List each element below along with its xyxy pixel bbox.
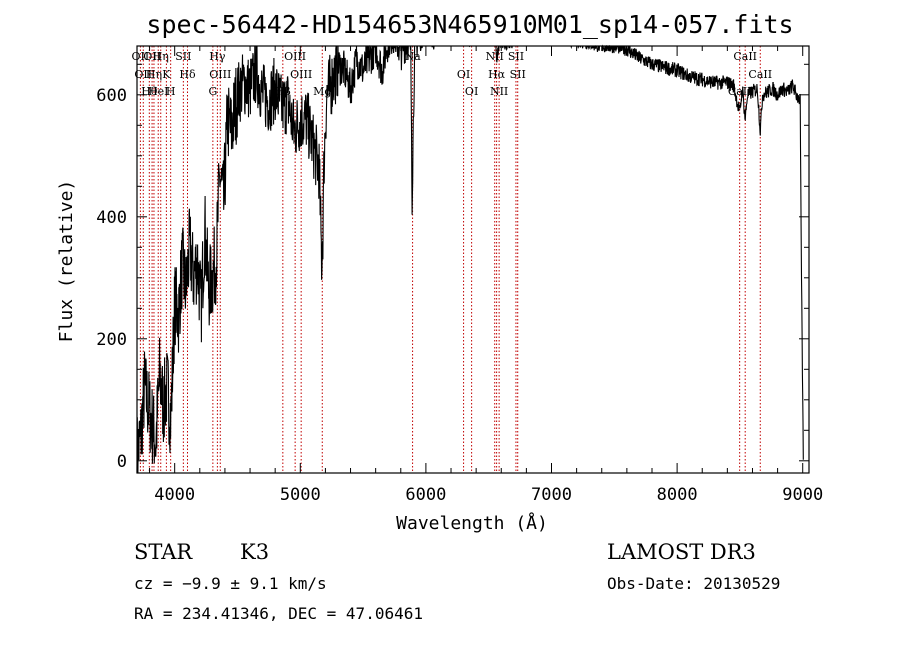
y-tick-label: 400	[96, 208, 127, 228]
spectral-line-label: OII	[134, 68, 152, 81]
spectral-line-label: Hδ	[179, 68, 196, 81]
spectral-line-label: OIII	[209, 68, 231, 81]
spectral-line-label: OI	[457, 68, 470, 81]
spectral-line-label: H	[166, 85, 176, 98]
coordinates: RA = 234.41346, DEC = 47.06461	[134, 604, 423, 623]
plot-frame	[136, 45, 810, 474]
y-axis-ticks: 0 200 400 600	[96, 63, 809, 472]
spectral-line-label: Hη	[153, 50, 169, 63]
x-tick-label: 5000	[280, 485, 321, 505]
spectral-line-label: NII	[490, 85, 508, 98]
x-tick-label: 6000	[405, 485, 446, 505]
survey-name: LAMOST DR3	[607, 540, 756, 564]
redshift-cz: cz = −9.9 ± 9.1 km/s	[134, 574, 327, 593]
spectral-line-markers	[139, 46, 761, 473]
spectral-line-label: OII	[132, 50, 150, 63]
spectral-line-label: CaII	[748, 68, 772, 81]
spectral-line-label: OIII	[290, 68, 312, 81]
object-subclass: K3	[240, 540, 269, 564]
spectral-line-label: CaII	[733, 50, 757, 63]
y-tick-label: 0	[117, 452, 127, 472]
object-type: STAR	[134, 540, 193, 564]
x-tick-label: 7000	[531, 485, 572, 505]
x-tick-label: 8000	[657, 485, 698, 505]
spectral-line-label: K	[162, 68, 171, 81]
spectral-line-label: SII	[510, 68, 526, 81]
x-axis-label: Wavelength (Å)	[396, 512, 548, 534]
flux-series-line	[136, 44, 804, 474]
spectral-line-label: OI	[465, 85, 478, 98]
spectral-line-label: Hγ	[209, 50, 226, 63]
spectral-line-label: SII	[508, 50, 524, 63]
spectral-line-label: G	[208, 85, 217, 98]
spectral-line-label: OIII	[284, 50, 306, 63]
spectral-line-label: Hη	[146, 68, 162, 81]
x-tick-label: 4000	[154, 485, 195, 505]
spectral-line-label: SII	[175, 50, 191, 63]
spectral-line-label: HeI	[148, 85, 168, 98]
x-tick-label: 9000	[782, 485, 823, 505]
observation-date: Obs-Date: 20130529	[607, 574, 780, 593]
y-tick-label: 200	[96, 330, 127, 350]
spectral-line-label: Hα	[488, 68, 506, 81]
x-axis-ticks: 4000 5000 6000 7000 8000 9000	[149, 46, 823, 505]
y-tick-label: 600	[96, 86, 127, 106]
spectral-line-label: OII	[143, 50, 161, 63]
y-axis-label: Flux (relative)	[56, 180, 77, 343]
spectral-line-label: NII	[486, 50, 504, 63]
chart-title: spec-56442-HD154653N465910M01_sp14-057.f…	[146, 10, 793, 39]
